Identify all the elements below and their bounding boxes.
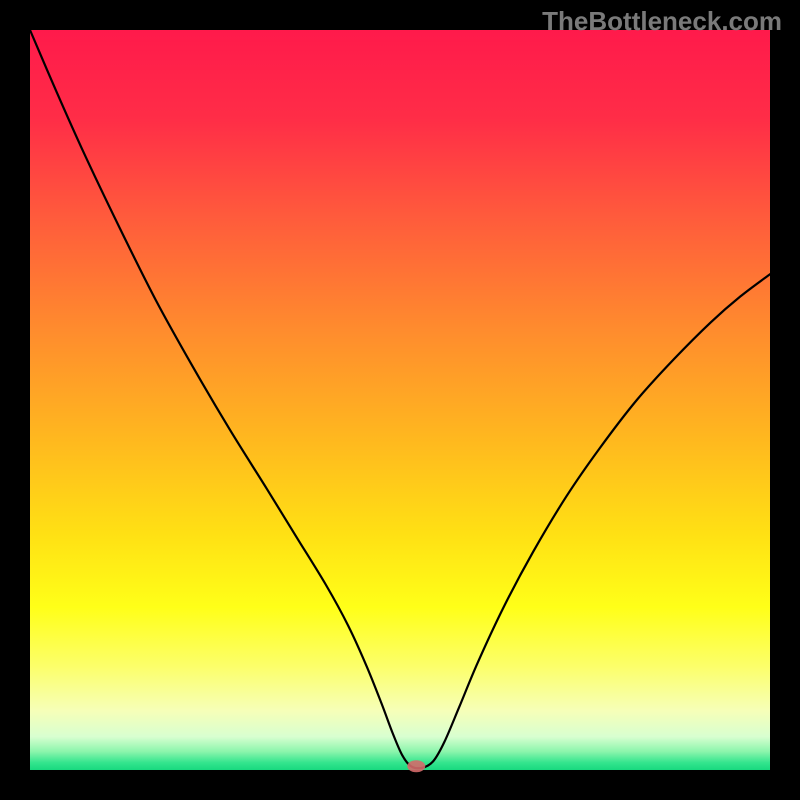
- watermark-text: TheBottleneck.com: [542, 6, 782, 37]
- optimum-marker: [407, 760, 425, 772]
- bottleneck-chart: [0, 0, 800, 800]
- plot-background: [30, 30, 770, 770]
